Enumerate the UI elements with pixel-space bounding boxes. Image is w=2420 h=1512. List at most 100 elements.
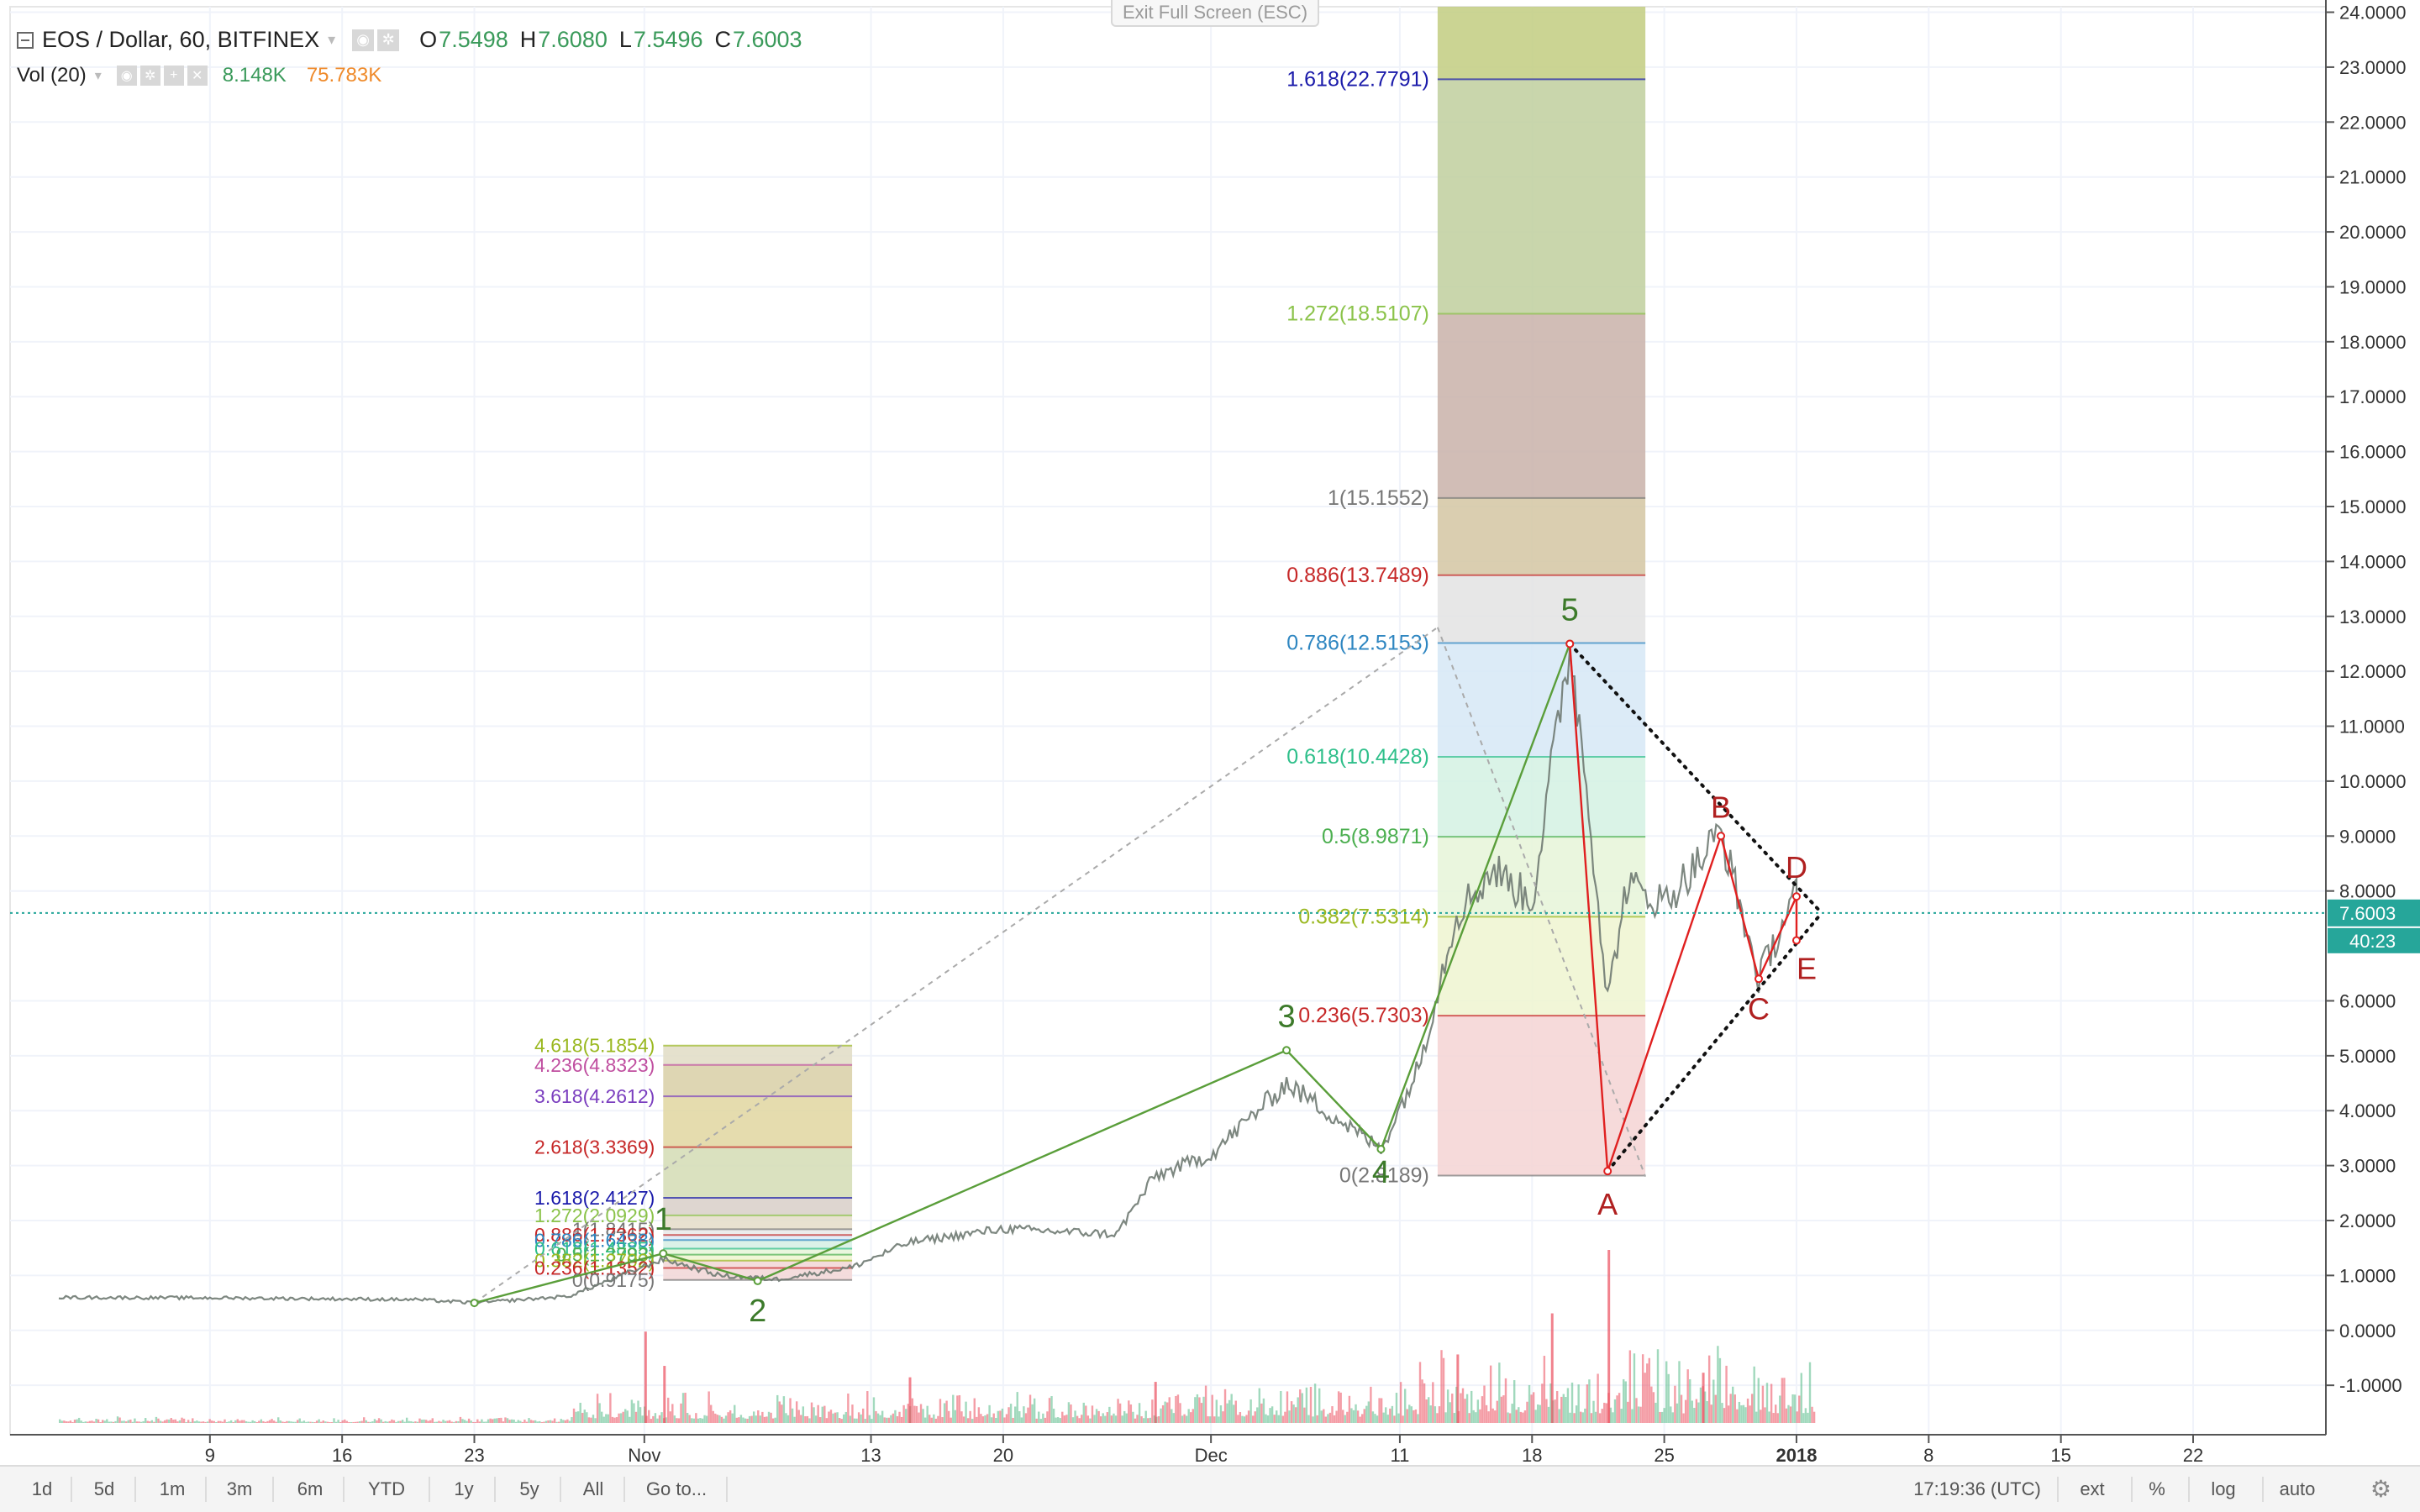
volume-bar	[771, 1418, 775, 1423]
volume-bar	[1386, 1415, 1389, 1423]
volume-bar	[88, 1420, 92, 1423]
countdown-value: 40:23	[2349, 931, 2396, 952]
gear-icon[interactable]: ⚙	[2370, 1476, 2391, 1502]
volume-bar	[1265, 1414, 1267, 1423]
volume-bar	[791, 1408, 794, 1423]
volume-bar	[977, 1407, 981, 1423]
volume-bar	[356, 1421, 359, 1423]
range-button-6m[interactable]: 6m	[297, 1478, 324, 1499]
volume-bar	[667, 1397, 670, 1423]
volume-bar	[1081, 1415, 1083, 1423]
volume-bar	[770, 1412, 772, 1423]
volume-bar	[1382, 1412, 1385, 1423]
gear-icon[interactable]: ✲	[377, 29, 400, 51]
volume-bar	[1721, 1403, 1723, 1423]
range-button-3m[interactable]: 3m	[226, 1478, 253, 1499]
volume-bar	[1273, 1415, 1276, 1423]
volume-bar	[1761, 1385, 1765, 1423]
volume-bar	[1465, 1394, 1469, 1423]
volume-bar	[1543, 1356, 1546, 1423]
eye-icon[interactable]: ◉	[352, 29, 375, 51]
volume-bar	[139, 1421, 143, 1423]
close-icon[interactable]: ✕	[187, 66, 208, 86]
volume-value: 8.148K	[222, 64, 287, 87]
volume-bar	[1442, 1357, 1445, 1423]
volume-bar	[1581, 1412, 1584, 1423]
volume-bar	[896, 1415, 899, 1423]
volume-bar	[992, 1413, 995, 1423]
range-button-goto[interactable]: Go to...	[645, 1478, 708, 1499]
volume-bar	[1691, 1400, 1693, 1423]
range-button-1y[interactable]: 1y	[454, 1478, 474, 1499]
volume-bar	[1020, 1417, 1023, 1423]
volume-bar	[1309, 1387, 1313, 1423]
gear-icon[interactable]: ✲	[139, 66, 160, 86]
volume-spike	[1702, 1373, 1705, 1423]
volume-tools: ◉ ✲ + ✕	[116, 66, 208, 86]
pattern-label: C	[1748, 991, 1770, 1026]
volume-bar	[825, 1418, 829, 1423]
volume-bar	[318, 1419, 320, 1423]
volume-bar	[1044, 1417, 1047, 1423]
volume-bar	[1481, 1396, 1484, 1423]
volume-bar	[913, 1405, 916, 1423]
option-ext-button[interactable]: ext	[2080, 1478, 2105, 1499]
symbol-title[interactable]: EOS / Dollar, 60, BITFINEX	[42, 27, 320, 52]
volume-bar	[1676, 1403, 1679, 1423]
volume-bar	[63, 1420, 66, 1423]
volume-bar	[1406, 1409, 1408, 1423]
volume-bar	[1768, 1411, 1770, 1423]
volume-bar	[1164, 1401, 1166, 1423]
range-button-all[interactable]: All	[582, 1478, 604, 1499]
option-percent-button[interactable]: %	[2149, 1478, 2165, 1499]
eye-icon[interactable]: ◉	[116, 66, 137, 86]
volume-bar	[1637, 1406, 1640, 1423]
volume-bar	[742, 1417, 744, 1423]
volume-bar	[515, 1421, 518, 1423]
volume-bar	[594, 1418, 597, 1423]
volume-bar	[1128, 1400, 1130, 1423]
volume-bar	[376, 1420, 378, 1423]
time-tick-label: 23	[464, 1445, 484, 1465]
range-button-1d[interactable]: 1d	[31, 1478, 53, 1499]
volume-bar	[1410, 1406, 1413, 1423]
abcde-pattern	[1569, 643, 1798, 1172]
plus-icon[interactable]: +	[163, 66, 184, 86]
chevron-down-icon[interactable]: ▾	[328, 31, 336, 48]
volume-bar	[1355, 1404, 1357, 1423]
volume-bar	[566, 1419, 569, 1423]
price-tick-label: 12.0000	[2339, 661, 2407, 682]
exit-fullscreen-button[interactable]: Exit Full Screen (ESC)	[1111, 0, 1319, 27]
volume-bar	[1753, 1366, 1755, 1423]
range-button-1m[interactable]: 1m	[159, 1478, 186, 1499]
utc-clock[interactable]: 17:19:36 (UTC)	[1913, 1478, 2041, 1499]
volume-bar	[868, 1415, 871, 1423]
option-auto-button[interactable]: auto	[2279, 1478, 2316, 1499]
range-button-ytd[interactable]: YTD	[368, 1478, 405, 1499]
volume-bar	[1588, 1379, 1591, 1423]
volume-bar	[159, 1420, 162, 1423]
volume-bar	[1327, 1414, 1329, 1423]
collapse-icon[interactable]	[17, 31, 34, 49]
volume-bar	[1423, 1383, 1426, 1423]
volume-bar	[181, 1417, 183, 1423]
volume-bar	[1796, 1411, 1798, 1423]
range-button-5d[interactable]: 5d	[93, 1478, 115, 1499]
price-chart[interactable]: 1.618(22.7791) 1.272(18.5107) 1(15.1552) 0.…	[0, 0, 2420, 1465]
volume-bar	[562, 1420, 565, 1423]
volume-label[interactable]: Vol (20)	[17, 64, 87, 87]
volume-bar	[1718, 1357, 1722, 1423]
volume-bar	[1418, 1362, 1422, 1423]
volume-bar	[1432, 1382, 1434, 1423]
volume-bar	[333, 1418, 335, 1423]
volume-bar	[253, 1420, 256, 1423]
chevron-down-icon[interactable]: ▾	[94, 69, 102, 83]
legend-tools: ◉ ✲	[352, 29, 400, 51]
volume-bar	[939, 1399, 942, 1423]
volume-bar	[1670, 1406, 1672, 1423]
range-button-5y[interactable]: 5y	[519, 1478, 539, 1499]
option-log-button[interactable]: log	[2211, 1478, 2236, 1499]
volume-bar	[1331, 1406, 1334, 1423]
volume-bar	[966, 1418, 970, 1423]
volume-bar	[697, 1418, 700, 1423]
